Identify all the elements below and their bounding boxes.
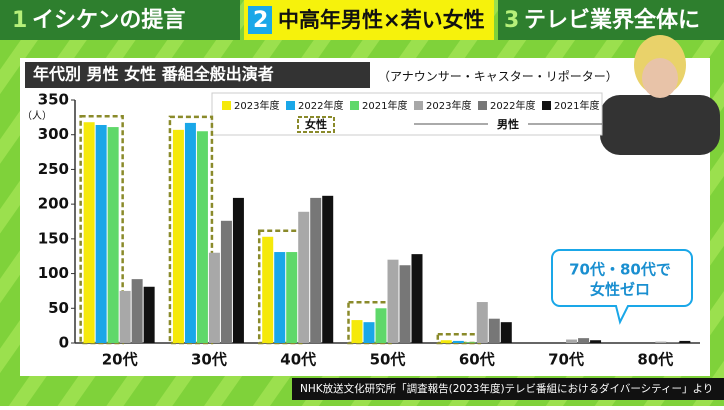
bar	[232, 197, 244, 343]
y-tick-label: 100	[38, 264, 69, 282]
bar	[83, 122, 95, 344]
bar	[590, 340, 602, 343]
bar	[286, 252, 298, 343]
x-tick-label: 50代	[370, 351, 406, 369]
bar	[107, 127, 119, 343]
y-tick-label: 0	[59, 334, 69, 352]
bar	[476, 302, 488, 343]
legend-label: 2021年度	[362, 99, 407, 112]
bar	[440, 340, 452, 343]
presenter	[600, 35, 720, 155]
legend-group: 男性	[497, 117, 519, 131]
banner-tile	[0, 0, 240, 40]
bar	[208, 252, 220, 343]
banner-text: イシケンの提言	[32, 7, 185, 33]
x-tick-label: 30代	[191, 351, 227, 369]
x-tick-label: 80代	[637, 351, 673, 369]
bar	[411, 254, 423, 343]
bar	[578, 338, 590, 343]
bar	[131, 279, 143, 343]
y-tick-label: 300	[38, 125, 69, 143]
y-tick-label: 350	[38, 91, 69, 109]
bar	[375, 308, 387, 343]
legend-swatch	[222, 101, 231, 110]
legend-swatch	[350, 101, 359, 110]
bar	[95, 124, 107, 343]
x-tick-label: 60代	[459, 351, 495, 369]
bar	[500, 322, 512, 343]
highlight-frame	[436, 332, 482, 345]
y-tick-label: 250	[38, 160, 69, 178]
bar	[274, 252, 286, 343]
x-tick-label: 40代	[280, 351, 316, 369]
y-axis-label: （人）	[22, 110, 52, 122]
bar	[399, 265, 411, 343]
bar	[310, 197, 322, 343]
bar	[184, 122, 196, 343]
source-strip	[292, 378, 724, 400]
x-tick-label: 20代	[102, 351, 138, 369]
bar	[119, 290, 131, 343]
banner-number: 2	[253, 8, 268, 33]
banner-text: テレビ業界全体に	[524, 7, 700, 33]
bar	[679, 340, 691, 343]
legend-label: 2023年度	[426, 99, 471, 112]
legend-swatch	[414, 101, 423, 110]
bar	[298, 211, 310, 343]
bar	[667, 342, 679, 343]
highlight-frame	[347, 301, 392, 345]
bar	[363, 322, 375, 343]
group-frame	[297, 116, 335, 133]
banner-number: 1	[12, 8, 27, 33]
bar	[464, 342, 476, 343]
chart-title: 年代別 男性 女性 番組全般出演者	[33, 65, 274, 84]
legend-group: 女性	[305, 117, 327, 131]
y-tick-label: 200	[38, 195, 69, 213]
legend-label: 2023年度	[234, 99, 279, 112]
chart-subtitle: （アナウンサー・キャスター・リポーター）	[378, 70, 618, 84]
legend-swatch	[542, 101, 551, 110]
y-tick-label: 150	[38, 229, 69, 247]
number-box	[248, 6, 272, 34]
bar	[387, 259, 399, 343]
bar	[351, 320, 363, 343]
legend-swatch	[478, 101, 487, 110]
banner-text: 中高年男性×若い女性	[278, 8, 485, 32]
bar	[655, 341, 667, 343]
banner-tile	[244, 0, 494, 40]
title-box	[25, 62, 370, 88]
bar	[322, 195, 334, 343]
bar	[566, 339, 578, 343]
legend-swatch	[286, 101, 295, 110]
bar	[488, 318, 500, 343]
callout-box	[551, 249, 693, 325]
banner-number: 3	[504, 8, 519, 33]
bar	[196, 131, 208, 343]
legend-label: 2022年度	[298, 99, 343, 112]
bar	[262, 236, 274, 343]
bar	[172, 129, 184, 343]
callout-text: 70代・80代で	[569, 261, 671, 279]
bar	[452, 340, 464, 343]
x-tick-label: 70代	[548, 351, 584, 369]
callout-text: 女性ゼロ	[590, 281, 650, 299]
bar	[220, 220, 232, 343]
legend-label: 2022年度	[490, 99, 535, 112]
y-tick-label: 50	[48, 299, 69, 317]
legend-box	[211, 92, 603, 136]
source: NHK放送文化研究所「調査報告(2023年度)テレビ番組におけるダイバーシティー…	[300, 382, 713, 395]
bar	[143, 286, 155, 343]
banner-tile	[498, 0, 724, 40]
legend-label: 2021年度	[554, 99, 599, 112]
